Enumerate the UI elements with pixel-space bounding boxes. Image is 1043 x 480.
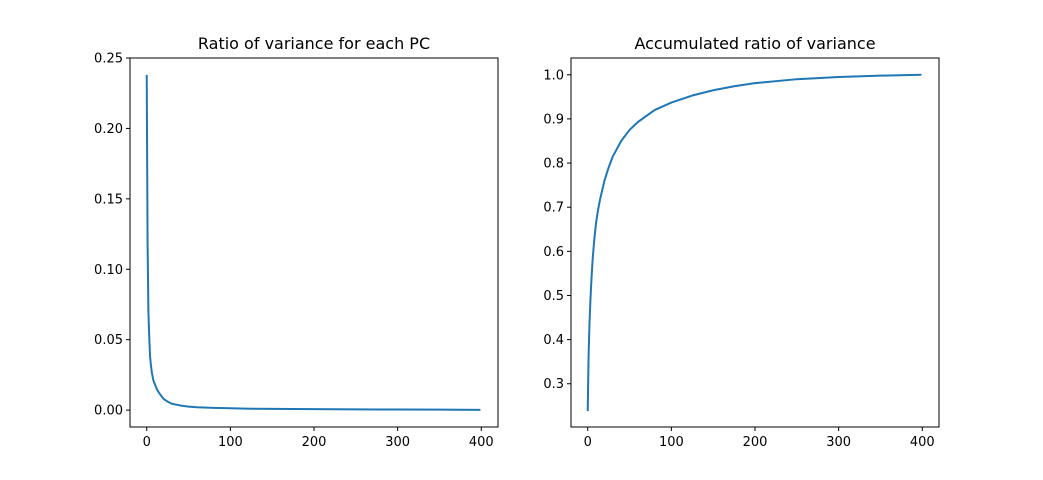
x-tick-label: 400: [910, 435, 935, 450]
chart-title: Ratio of variance for each PC: [198, 34, 430, 53]
y-tick-label: 1.0: [543, 68, 564, 83]
x-tick-label: 300: [385, 435, 410, 450]
y-tick-label: 0.05: [94, 333, 123, 348]
x-tick-label: 0: [143, 435, 151, 450]
y-tick-label: 0.10: [94, 263, 123, 278]
y-tick-label: 0.5: [543, 289, 564, 304]
y-tick-label: 0.25: [94, 52, 123, 67]
tick-group: 0 100 200 300 400 0.00 0.05 0.10 0.15 0.20 0.25: [94, 52, 494, 451]
accumulated-variance-chart: Accumulated ratio of variance 0 100 200 300…: [543, 34, 940, 450]
y-tick-label: 0.6: [543, 245, 564, 260]
chart-title: Accumulated ratio of variance: [634, 34, 875, 53]
x-tick-label: 200: [743, 435, 768, 450]
x-tick-label: 0: [584, 435, 592, 450]
y-tick-label: 0.9: [543, 112, 564, 127]
y-tick-label: 0.8: [543, 157, 564, 172]
tick-group: 0 100 200 300 400 0.3 0.4 0.5 0.6 0.7 0.8 0.9 1.0: [543, 68, 934, 450]
plot-area: [586, 73, 922, 412]
y-tick-label: 0.20: [94, 122, 123, 137]
y-tick-label: 0.3: [543, 377, 564, 392]
plot-area: [145, 74, 481, 411]
x-tick-label: 200: [302, 435, 327, 450]
y-tick-label: 0.00: [94, 404, 123, 419]
x-tick-label: 100: [218, 435, 243, 450]
y-tick-label: 0.15: [94, 192, 123, 207]
x-tick-label: 400: [469, 435, 494, 450]
y-tick-label: 0.4: [543, 333, 564, 348]
variance-ratio-chart: Ratio of variance for each PC 0 100 200 300…: [94, 34, 499, 451]
series-line: [586, 73, 922, 412]
y-tick-label: 0.7: [543, 201, 564, 216]
series-line: [145, 74, 481, 411]
x-tick-label: 300: [826, 435, 851, 450]
axes-frame: [129, 57, 499, 428]
axes-frame: [570, 57, 940, 428]
x-tick-label: 100: [659, 435, 684, 450]
